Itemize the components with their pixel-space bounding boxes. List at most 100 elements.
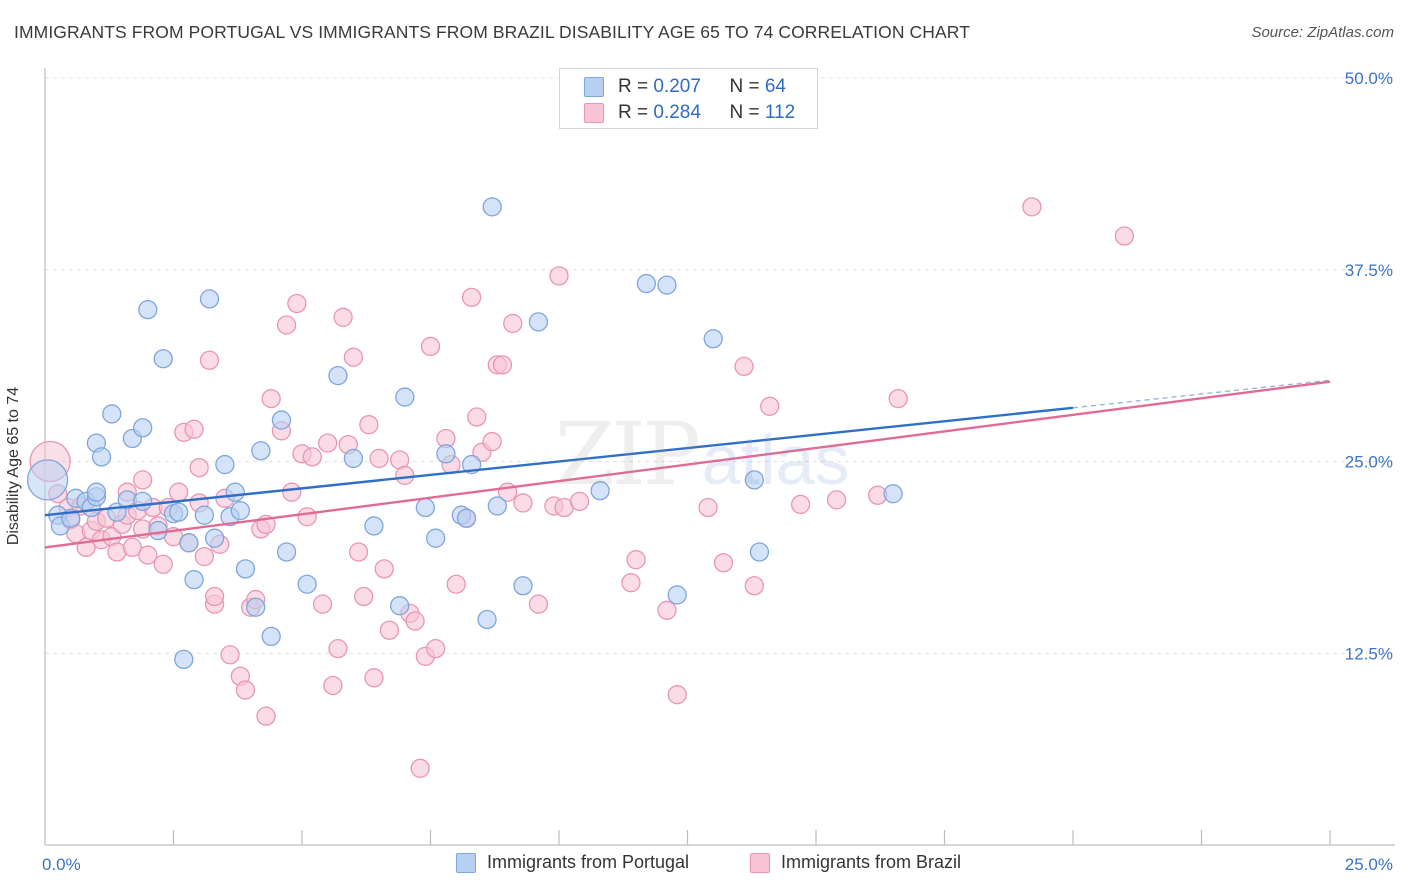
brazil-point — [323, 675, 343, 696]
portugal-point — [86, 482, 107, 502]
portugal-point — [456, 508, 477, 528]
brazil-point — [503, 313, 523, 334]
y-tick-label: 37.5% — [1345, 261, 1393, 280]
chart-title: IMMIGRANTS FROM PORTUGAL VS IMMIGRANTS F… — [14, 22, 970, 42]
y-axis-label: Disability Age 65 to 74 — [5, 386, 22, 546]
n-label: N = — [729, 102, 765, 123]
x-tick-label: 0.0% — [42, 855, 81, 874]
portugal-point — [91, 447, 112, 467]
brazil-point — [348, 542, 369, 562]
x-tick-label: 25.0% — [1345, 855, 1393, 874]
portugal-point — [148, 520, 168, 541]
brazil-point — [744, 576, 764, 596]
portugal-point — [482, 197, 502, 217]
portugal-point — [425, 528, 446, 548]
brazil-point — [405, 611, 425, 631]
portugal-point — [133, 491, 153, 512]
n-value-portugal: 64 — [764, 76, 786, 97]
brazil-point — [569, 491, 590, 512]
portugal-point — [261, 626, 281, 647]
brazil-point — [528, 594, 549, 614]
portugal-point — [436, 444, 456, 464]
brazil-point — [888, 388, 908, 409]
brazil-point — [760, 396, 780, 416]
portugal-point — [251, 441, 271, 461]
brazil-point — [328, 638, 348, 659]
brazil-point — [297, 507, 317, 527]
portugal-point — [276, 542, 297, 562]
r-value-portugal: 0.207 — [653, 76, 701, 97]
portugal-point — [153, 349, 173, 369]
brazil-point — [1114, 226, 1135, 246]
n-value-brazil: 112 — [764, 102, 796, 123]
portugal-point — [528, 312, 549, 332]
brazil-point — [492, 355, 513, 375]
brazil-point — [734, 356, 754, 377]
brazil-point — [657, 600, 677, 620]
brazil-point — [461, 287, 482, 308]
portugal-point — [883, 484, 903, 504]
brazil-point — [199, 350, 220, 370]
portugal-point — [395, 387, 415, 407]
brazil-point — [318, 433, 338, 453]
brazil-point — [410, 758, 430, 778]
r-value-brazil: 0.284 — [653, 102, 701, 123]
brazil-point — [395, 465, 415, 485]
brazil-trendline — [44, 380, 1331, 549]
brazil-point — [379, 620, 400, 640]
brazil-point — [133, 470, 153, 490]
portugal-point — [199, 289, 220, 309]
portugal-point — [297, 574, 317, 594]
portugal-point — [26, 459, 69, 501]
brazil-point — [354, 586, 374, 607]
brazil-point — [189, 457, 209, 478]
portugal-trendline-extension — [1072, 379, 1331, 409]
brazil-point — [153, 554, 173, 574]
y-tick-label: 25.0% — [1345, 453, 1393, 472]
brazil-point — [312, 594, 333, 614]
brazil-point — [713, 553, 734, 573]
brazil-point — [256, 706, 276, 726]
portugal-point — [343, 448, 364, 469]
brazil-point — [184, 419, 204, 439]
brazil-point — [302, 447, 322, 467]
brazil-point — [621, 573, 641, 593]
portugal-point — [204, 528, 225, 548]
brazil-point — [138, 545, 158, 565]
portugal-point — [328, 365, 348, 386]
brazil-point — [364, 668, 384, 688]
portugal-point — [590, 480, 610, 501]
brazil-point — [204, 586, 225, 607]
brazil-point — [220, 645, 240, 665]
brazil-point — [1022, 197, 1042, 217]
brazil-point — [446, 574, 466, 594]
portugal-point — [477, 609, 497, 630]
portugal-point — [184, 569, 204, 590]
brazil-point — [235, 680, 256, 700]
brazil-point — [287, 293, 307, 314]
brazil-point — [194, 546, 214, 567]
portugal-point — [703, 329, 723, 349]
brazil-point — [826, 490, 847, 510]
r-label: R = — [618, 102, 654, 123]
brazil-point — [276, 315, 297, 335]
portugal-point — [667, 585, 687, 605]
brazil-point — [359, 415, 379, 435]
portugal-point — [235, 559, 256, 579]
portugal-point — [194, 505, 214, 525]
brazil-point — [333, 307, 353, 327]
brazil-point — [790, 494, 811, 515]
portugal-point — [225, 482, 245, 502]
portugal-point — [390, 596, 410, 616]
brazil-point — [261, 388, 281, 409]
r-label: R = — [618, 76, 654, 97]
portugal-point — [415, 497, 436, 518]
portugal-point — [271, 410, 292, 430]
brazil-point — [374, 559, 394, 579]
brazil-point — [482, 431, 502, 452]
portugal-trendline — [44, 406, 1074, 517]
portugal-point — [102, 404, 122, 424]
brazil-point — [698, 497, 718, 518]
legend-swatch-portugal — [584, 77, 604, 97]
